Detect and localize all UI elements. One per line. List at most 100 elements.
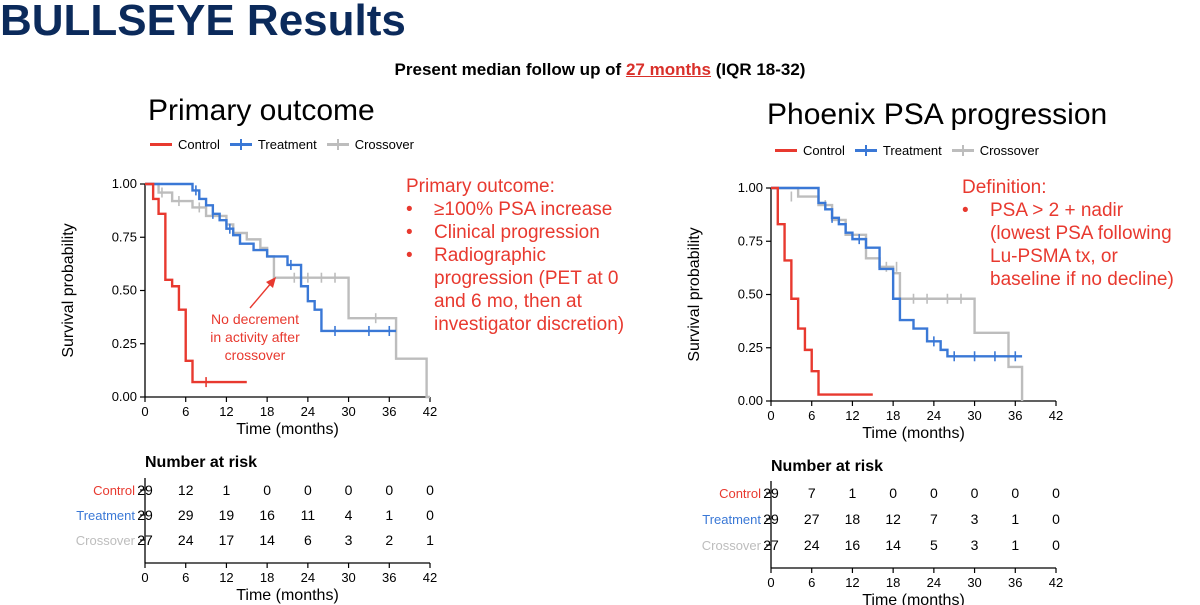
annotation-heading: Definition:: [962, 177, 1047, 198]
y-tick-label: 0.00: [738, 393, 763, 408]
risk-table-title: Number at risk: [771, 458, 883, 475]
callout-text: in activity after: [210, 329, 300, 345]
risk-value: 0: [345, 482, 353, 498]
risk-x-tick-label: 42: [423, 570, 437, 585]
x-tick-label: 18: [260, 404, 274, 419]
legend-item-control: Control: [775, 143, 845, 158]
callout-arrow-head: [266, 277, 276, 288]
legend-label-crossover: Crossover: [354, 137, 414, 152]
x-tick-label: 12: [219, 404, 233, 419]
risk-value: 0: [426, 507, 434, 523]
legend-label-treatment: Treatment: [257, 137, 317, 152]
y-tick-label: 0.50: [738, 287, 763, 302]
risk-value: 0: [971, 485, 979, 501]
right-legend: Control Treatment Crossover: [775, 143, 1049, 158]
risk-row-label: Crossover: [702, 538, 762, 553]
risk-value: 3: [971, 537, 979, 553]
risk-value: 27: [804, 511, 820, 527]
legend-label-control: Control: [803, 143, 845, 158]
km-curve-crossover: [145, 182, 430, 399]
legend-label-treatment: Treatment: [882, 143, 942, 158]
x-axis-label: Time (months): [862, 425, 965, 442]
legend-swatch-treatment: [854, 145, 877, 156]
km-curve-treatment: [771, 186, 1023, 358]
x-tick-label: 6: [808, 408, 815, 423]
risk-value: 0: [1011, 485, 1019, 501]
risk-value: 0: [385, 482, 393, 498]
risk-value: 0: [1052, 485, 1060, 501]
risk-value: 4: [345, 507, 353, 523]
risk-x-tick-label: 18: [886, 575, 900, 590]
risk-x-tick-label: 0: [767, 575, 774, 590]
risk-x-tick-label: 24: [301, 570, 315, 585]
risk-value: 24: [178, 532, 194, 548]
risk-x-tick-label: 36: [1008, 575, 1022, 590]
legend-item-crossover: Crossover: [951, 143, 1039, 158]
left-panel-title: Primary outcome: [148, 94, 375, 127]
x-tick-label: 36: [1008, 408, 1022, 423]
risk-x-tick-label: 12: [219, 570, 233, 585]
x-tick-label: 36: [382, 404, 396, 419]
risk-x-tick-label: 6: [182, 570, 189, 585]
legend-swatch-control: [775, 149, 797, 152]
y-axis-label: Survival probability: [686, 227, 703, 361]
legend-label-control: Control: [178, 137, 220, 152]
risk-value: 7: [930, 511, 938, 527]
risk-value: 0: [930, 485, 938, 501]
y-tick-label: 0.25: [738, 340, 763, 355]
x-tick-label: 12: [845, 408, 859, 423]
y-tick-label: 0.00: [112, 389, 137, 404]
risk-value: 0: [889, 485, 897, 501]
left-legend: Control Treatment Crossover: [150, 137, 424, 152]
x-tick-label: 24: [301, 404, 315, 419]
risk-value: 16: [845, 537, 861, 553]
risk-value: 14: [259, 532, 275, 548]
risk-x-tick-label: 18: [260, 570, 274, 585]
page-title: BULLSEYE Results: [0, 0, 406, 45]
x-tick-label: 42: [423, 404, 437, 419]
y-tick-label: 1.00: [112, 176, 137, 191]
risk-x-tick-label: 24: [927, 575, 941, 590]
legend-item-control: Control: [150, 137, 220, 152]
km-curve-treatment: [145, 182, 397, 333]
km-curve-control: [771, 186, 873, 396]
risk-value: 12: [885, 511, 901, 527]
risk-value: 1: [426, 532, 434, 548]
y-tick-label: 0.50: [112, 283, 137, 298]
risk-x-tick-label: 42: [1049, 575, 1063, 590]
risk-value: 0: [1052, 537, 1060, 553]
risk-value: 11: [301, 507, 316, 523]
annotation-item: • Radiographic: [406, 245, 546, 266]
risk-row-label: Treatment: [76, 508, 135, 523]
legend-swatch-crossover: [951, 145, 974, 156]
risk-value: 0: [304, 482, 312, 498]
risk-value: 7: [808, 485, 816, 501]
legend-label-crossover: Crossover: [979, 143, 1039, 158]
legend-swatch-treatment: [229, 139, 252, 150]
risk-value: 5: [930, 537, 938, 553]
legend-item-crossover: Crossover: [326, 137, 414, 152]
risk-value: 14: [885, 537, 901, 553]
left-annotation: Primary outcome: • ≥100% PSA increase • Cl…: [406, 176, 625, 335]
risk-value: 3: [971, 511, 979, 527]
risk-x-tick-label: 0: [141, 570, 148, 585]
x-tick-label: 30: [967, 408, 981, 423]
risk-table-title: Number at risk: [145, 454, 257, 471]
y-tick-label: 0.75: [738, 233, 763, 248]
risk-value: 1: [1011, 537, 1019, 553]
x-tick-label: 18: [886, 408, 900, 423]
annotation-item: • PSA > 2 + nadir: [962, 200, 1124, 221]
risk-value: 0: [1052, 511, 1060, 527]
callout-text: No decrement: [211, 311, 299, 327]
risk-x-tick-label: 30: [967, 575, 981, 590]
y-tick-label: 0.75: [112, 229, 137, 244]
risk-value: 12: [178, 482, 194, 498]
km-curve-control: [145, 182, 247, 384]
risk-value: 1: [223, 482, 231, 498]
y-axis-label: Survival probability: [60, 223, 77, 357]
risk-value: 24: [804, 537, 820, 553]
risk-value: 1: [385, 507, 393, 523]
risk-value: 2: [385, 532, 393, 548]
